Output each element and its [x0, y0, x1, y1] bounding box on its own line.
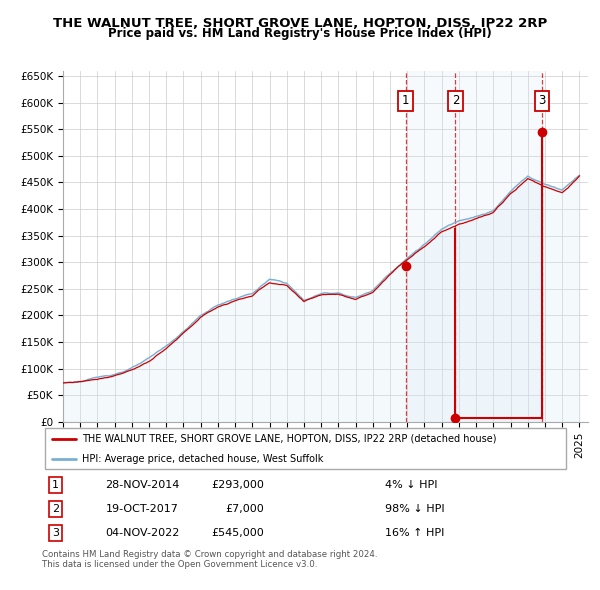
- Text: THE WALNUT TREE, SHORT GROVE LANE, HOPTON, DISS, IP22 2RP: THE WALNUT TREE, SHORT GROVE LANE, HOPTO…: [53, 17, 547, 30]
- Text: 3: 3: [539, 94, 546, 107]
- Text: 2: 2: [452, 94, 459, 107]
- Text: Contains HM Land Registry data © Crown copyright and database right 2024.
This d: Contains HM Land Registry data © Crown c…: [42, 550, 377, 569]
- Text: 28-NOV-2014: 28-NOV-2014: [106, 480, 180, 490]
- Text: 4% ↓ HPI: 4% ↓ HPI: [385, 480, 438, 490]
- Text: Price paid vs. HM Land Registry's House Price Index (HPI): Price paid vs. HM Land Registry's House …: [108, 27, 492, 40]
- Text: 2: 2: [52, 504, 59, 514]
- Text: THE WALNUT TREE, SHORT GROVE LANE, HOPTON, DISS, IP22 2RP (detached house): THE WALNUT TREE, SHORT GROVE LANE, HOPTO…: [82, 434, 496, 444]
- Text: £293,000: £293,000: [211, 480, 264, 490]
- Text: 19-OCT-2017: 19-OCT-2017: [106, 504, 178, 514]
- Bar: [406, 71, 542, 422]
- Text: 1: 1: [52, 480, 59, 490]
- Text: 16% ↑ HPI: 16% ↑ HPI: [385, 528, 445, 538]
- Text: 98% ↓ HPI: 98% ↓ HPI: [385, 504, 445, 514]
- Text: £545,000: £545,000: [211, 528, 264, 538]
- Text: 04-NOV-2022: 04-NOV-2022: [106, 528, 180, 538]
- Text: 3: 3: [52, 528, 59, 538]
- FancyBboxPatch shape: [44, 428, 566, 469]
- Text: 1: 1: [402, 94, 409, 107]
- Text: HPI: Average price, detached house, West Suffolk: HPI: Average price, detached house, West…: [82, 454, 323, 464]
- Text: £7,000: £7,000: [225, 504, 264, 514]
